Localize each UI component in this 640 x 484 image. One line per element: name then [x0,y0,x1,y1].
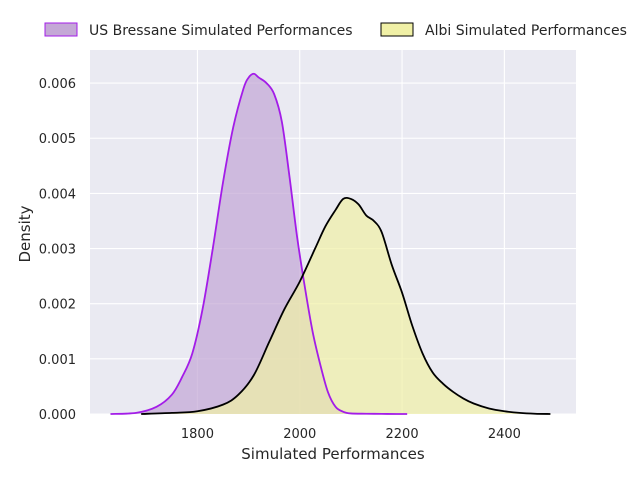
y-axis-label: Density [16,205,34,262]
x-tick-labels: 1800 2000 2200 2400 [181,427,521,442]
x-tick-label: 2400 [488,427,521,442]
grid-lines [90,50,576,415]
x-tick-label: 2200 [386,427,419,442]
legend-item-albi: Albi Simulated Performances [380,22,627,39]
x-axis-label: Simulated Performances [241,445,425,463]
density-areas [110,73,551,414]
y-tick-label: 0.003 [39,243,76,258]
legend-swatch-albi [380,22,414,37]
albi-density-line [141,196,551,415]
us-bressane-density-area [110,73,408,414]
legend-label-us-bressane: US Bressane Simulated Performances [89,23,353,39]
legend-swatch-us-bressane [44,22,78,37]
x-tick-label: 1800 [181,427,214,442]
legend-item-us-bressane: US Bressane Simulated Performances [44,22,353,39]
albi-density-area [141,197,551,414]
y-tick-label: 0.000 [39,408,76,423]
y-tick-label: 0.006 [39,77,76,92]
density-lines [110,72,551,415]
y-tick-label: 0.001 [39,353,76,368]
y-tick-label: 0.005 [39,132,76,147]
x-tick-label: 2000 [283,427,316,442]
us-bressane-density-line [110,72,408,415]
legend-label-albi: Albi Simulated Performances [425,23,627,39]
y-tick-label: 0.002 [39,298,76,313]
y-tick-label: 0.004 [39,187,76,202]
legend: US Bressane Simulated Performances Albi S… [44,22,627,39]
y-tick-labels: 0.000 0.001 0.002 0.003 0.004 0.005 0.006 [39,77,76,423]
